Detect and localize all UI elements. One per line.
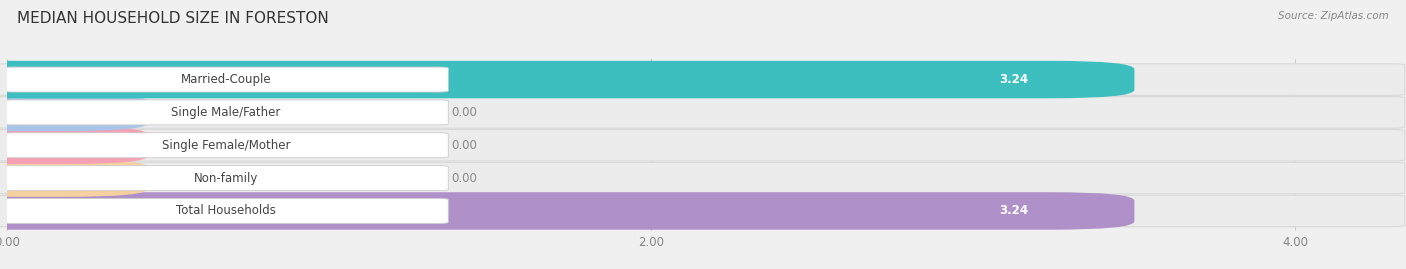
FancyBboxPatch shape <box>0 159 149 197</box>
Text: 3.24: 3.24 <box>998 73 1028 86</box>
Text: Non-family: Non-family <box>194 172 259 185</box>
FancyBboxPatch shape <box>0 129 1405 161</box>
Text: Single Male/Father: Single Male/Father <box>172 106 281 119</box>
FancyBboxPatch shape <box>0 126 149 164</box>
Text: 0.00: 0.00 <box>451 106 478 119</box>
FancyBboxPatch shape <box>0 94 149 131</box>
Text: Single Female/Mother: Single Female/Mother <box>162 139 290 152</box>
FancyBboxPatch shape <box>4 166 449 191</box>
FancyBboxPatch shape <box>0 97 1405 128</box>
Text: MEDIAN HOUSEHOLD SIZE IN FORESTON: MEDIAN HOUSEHOLD SIZE IN FORESTON <box>17 11 329 26</box>
FancyBboxPatch shape <box>0 64 1405 95</box>
Text: Total Households: Total Households <box>176 204 276 217</box>
FancyBboxPatch shape <box>4 67 449 92</box>
Text: Source: ZipAtlas.com: Source: ZipAtlas.com <box>1278 11 1389 21</box>
Text: 0.00: 0.00 <box>451 172 478 185</box>
FancyBboxPatch shape <box>4 199 449 224</box>
FancyBboxPatch shape <box>4 133 449 158</box>
FancyBboxPatch shape <box>0 195 1405 227</box>
FancyBboxPatch shape <box>0 192 1135 230</box>
Text: 3.24: 3.24 <box>998 204 1028 217</box>
Text: 0.00: 0.00 <box>451 139 478 152</box>
FancyBboxPatch shape <box>4 100 449 125</box>
Text: Married-Couple: Married-Couple <box>181 73 271 86</box>
FancyBboxPatch shape <box>0 162 1405 194</box>
FancyBboxPatch shape <box>0 61 1135 98</box>
